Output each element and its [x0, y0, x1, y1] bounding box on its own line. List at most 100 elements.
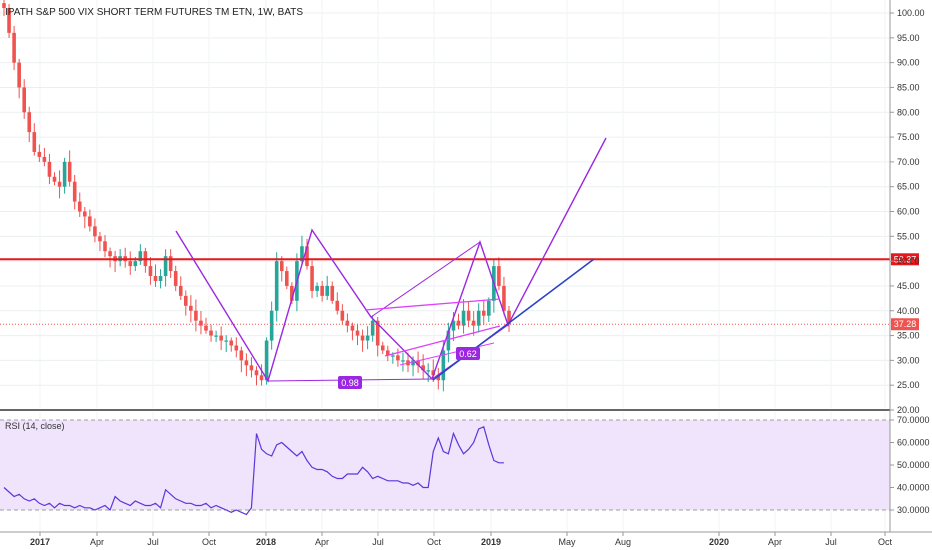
- candle[interactable]: [380, 341, 385, 355]
- candle[interactable]: [244, 353, 249, 377]
- ratio-badge-098[interactable]: 0.98: [338, 376, 362, 389]
- candle[interactable]: [138, 244, 143, 265]
- candle[interactable]: [148, 257, 153, 285]
- candle[interactable]: [2, 0, 6, 17]
- candle[interactable]: [481, 299, 486, 326]
- candle[interactable]: [214, 330, 218, 343]
- candle[interactable]: [219, 326, 223, 351]
- candle[interactable]: [396, 348, 400, 367]
- candle[interactable]: [446, 322, 451, 363]
- candle[interactable]: [340, 304, 345, 325]
- candle[interactable]: [204, 317, 208, 334]
- time-scale[interactable]: 2017 Apr Jul Oct 2018 Apr Jul Oct 2019 May Aug 2020…: [30, 532, 893, 547]
- candle[interactable]: [441, 340, 446, 392]
- candle[interactable]: [42, 147, 47, 167]
- candle[interactable]: [279, 256, 284, 282]
- candle[interactable]: [52, 172, 57, 186]
- candle[interactable]: [77, 192, 82, 217]
- candle[interactable]: [254, 366, 259, 386]
- candle[interactable]: [158, 269, 163, 289]
- candle[interactable]: [234, 337, 239, 358]
- candle[interactable]: [57, 170, 62, 199]
- candle[interactable]: [209, 324, 213, 342]
- candle[interactable]: [163, 249, 168, 287]
- candle[interactable]: [83, 207, 87, 229]
- candle[interactable]: [62, 157, 67, 194]
- channel-lower-line[interactable]: [384, 325, 501, 357]
- candle[interactable]: [173, 265, 178, 292]
- candle[interactable]: [300, 235, 304, 266]
- candle[interactable]: [487, 297, 491, 322]
- candle[interactable]: [456, 313, 461, 330]
- candle[interactable]: [259, 364, 264, 386]
- candle[interactable]: [103, 235, 107, 258]
- candle[interactable]: [320, 280, 324, 302]
- candle[interactable]: [178, 276, 183, 301]
- candle[interactable]: [305, 238, 309, 270]
- price-scale[interactable]: 100.00 95.00 90.00 85.00 80.00 75.00 70.00 65.0…: [890, 8, 925, 415]
- rsi-series[interactable]: [3, 425, 504, 516]
- candle[interactable]: [350, 322, 355, 341]
- candle[interactable]: [153, 264, 158, 287]
- candle[interactable]: [93, 218, 97, 243]
- candle[interactable]: [507, 305, 511, 332]
- candle[interactable]: [310, 260, 314, 299]
- candle[interactable]: [194, 299, 198, 332]
- candle[interactable]: [436, 367, 441, 390]
- rsi-indicator-label[interactable]: RSI (14, close): [5, 421, 65, 431]
- candle[interactable]: [330, 281, 335, 304]
- candle[interactable]: [7, 4, 11, 39]
- candle[interactable]: [466, 301, 471, 328]
- candlestick-series[interactable]: [2, 0, 511, 392]
- candle[interactable]: [98, 231, 102, 252]
- candle[interactable]: [325, 275, 329, 301]
- candle[interactable]: [88, 209, 92, 232]
- candle[interactable]: [497, 257, 501, 291]
- candle[interactable]: [37, 144, 42, 162]
- candle[interactable]: [355, 323, 360, 346]
- candle[interactable]: [416, 351, 420, 373]
- candle[interactable]: [269, 301, 274, 350]
- candle[interactable]: [502, 276, 506, 316]
- candle[interactable]: [128, 251, 133, 275]
- candle[interactable]: [274, 252, 279, 322]
- candle[interactable]: [22, 79, 26, 119]
- candle[interactable]: [224, 335, 228, 353]
- candle[interactable]: [189, 295, 193, 323]
- pattern-right-leg[interactable]: [370, 241, 481, 318]
- channel-upper-line[interactable]: [364, 298, 501, 311]
- candle[interactable]: [199, 311, 203, 335]
- candle[interactable]: [184, 290, 188, 316]
- candle[interactable]: [264, 337, 269, 385]
- candle[interactable]: [285, 266, 289, 290]
- candle[interactable]: [421, 354, 425, 380]
- candle[interactable]: [461, 299, 466, 334]
- candle[interactable]: [12, 25, 16, 71]
- candle[interactable]: [17, 58, 21, 99]
- candle[interactable]: [345, 313, 350, 333]
- candle[interactable]: [401, 352, 405, 372]
- candle[interactable]: [471, 310, 476, 336]
- candle[interactable]: [72, 175, 77, 210]
- candle[interactable]: [47, 153, 52, 185]
- rsi-line[interactable]: [3, 425, 504, 516]
- candle[interactable]: [168, 249, 173, 278]
- harmonic-pattern-line[interactable]: [175, 137, 607, 383]
- rsi-scale[interactable]: 70.0000 60.0000 50.0000 40.0000 30.0000: [890, 415, 930, 515]
- candle[interactable]: [32, 123, 37, 156]
- candle[interactable]: [229, 337, 234, 352]
- candle[interactable]: [476, 303, 481, 333]
- candle[interactable]: [360, 329, 365, 352]
- candle[interactable]: [315, 282, 319, 298]
- candle[interactable]: [27, 106, 32, 143]
- ratio-badge-062[interactable]: 0.62: [456, 347, 480, 360]
- candle[interactable]: [108, 247, 112, 268]
- candle[interactable]: [67, 150, 72, 187]
- candle[interactable]: [365, 326, 370, 350]
- candle[interactable]: [386, 345, 390, 362]
- candle[interactable]: [370, 315, 375, 342]
- candle[interactable]: [239, 346, 244, 373]
- candle[interactable]: [335, 292, 340, 315]
